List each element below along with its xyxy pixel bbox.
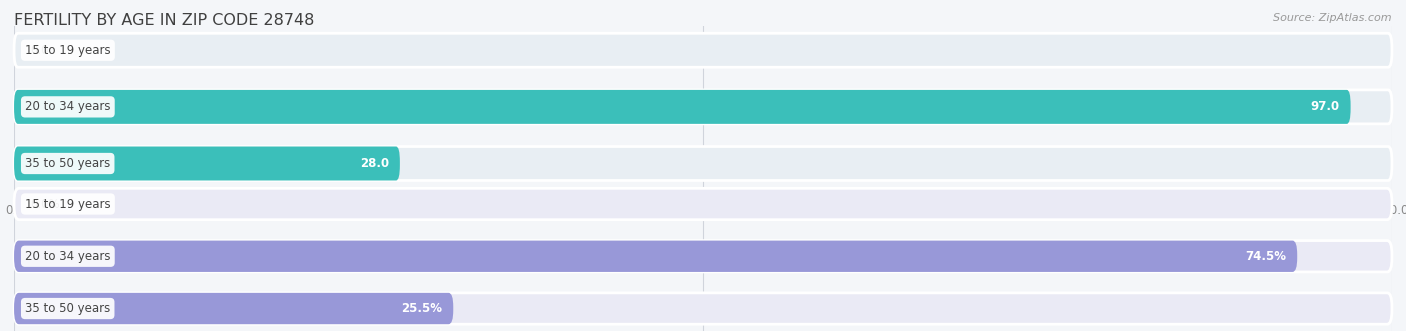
FancyBboxPatch shape bbox=[14, 241, 1392, 272]
FancyBboxPatch shape bbox=[14, 241, 1298, 272]
Text: FERTILITY BY AGE IN ZIP CODE 28748: FERTILITY BY AGE IN ZIP CODE 28748 bbox=[14, 13, 315, 28]
FancyBboxPatch shape bbox=[14, 33, 1392, 67]
FancyBboxPatch shape bbox=[14, 293, 453, 324]
FancyBboxPatch shape bbox=[14, 147, 1392, 180]
FancyBboxPatch shape bbox=[14, 90, 1392, 124]
FancyBboxPatch shape bbox=[14, 90, 1351, 124]
Text: 20 to 34 years: 20 to 34 years bbox=[25, 250, 111, 263]
Text: 25.5%: 25.5% bbox=[401, 302, 443, 315]
Text: 0.0: 0.0 bbox=[31, 44, 49, 57]
Text: 35 to 50 years: 35 to 50 years bbox=[25, 302, 110, 315]
FancyBboxPatch shape bbox=[14, 293, 1392, 324]
Text: 15 to 19 years: 15 to 19 years bbox=[25, 198, 111, 211]
Text: 15 to 19 years: 15 to 19 years bbox=[25, 44, 111, 57]
FancyBboxPatch shape bbox=[14, 188, 1392, 220]
FancyBboxPatch shape bbox=[14, 147, 399, 180]
Text: 74.5%: 74.5% bbox=[1246, 250, 1286, 263]
Text: 20 to 34 years: 20 to 34 years bbox=[25, 100, 111, 114]
Text: Source: ZipAtlas.com: Source: ZipAtlas.com bbox=[1274, 13, 1392, 23]
Text: 28.0: 28.0 bbox=[360, 157, 389, 170]
Text: 97.0: 97.0 bbox=[1310, 100, 1340, 114]
Text: 0.0%: 0.0% bbox=[31, 198, 60, 211]
Text: 35 to 50 years: 35 to 50 years bbox=[25, 157, 110, 170]
